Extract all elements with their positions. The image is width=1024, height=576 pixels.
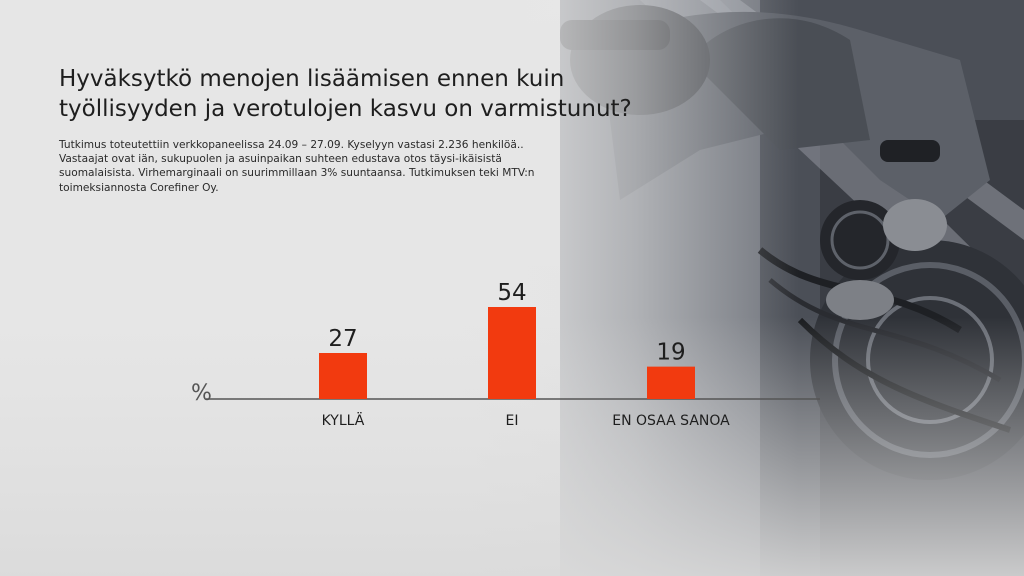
data-label-2: 19 [656,340,685,366]
bar-2 [647,366,695,399]
category-label-2: EN OSAA SANOA [612,413,730,429]
bars-group: 27 KYLLÄ 54 EI 19 EN OSAA SANOA [319,280,730,429]
unit-label: % [191,381,212,406]
chart-title: Hyväksytkö menojen lisäämisen ennen kuin… [59,66,632,122]
chart-subtitle: Tutkimus toteutettiin verkkopaneelissa 2… [59,139,535,194]
data-label-1: 54 [497,280,526,306]
bar-1 [488,307,536,399]
data-label-0: 27 [328,326,357,352]
bar-0 [319,353,367,399]
category-label-1: EI [506,413,519,429]
category-label-0: KYLLÄ [322,411,365,429]
